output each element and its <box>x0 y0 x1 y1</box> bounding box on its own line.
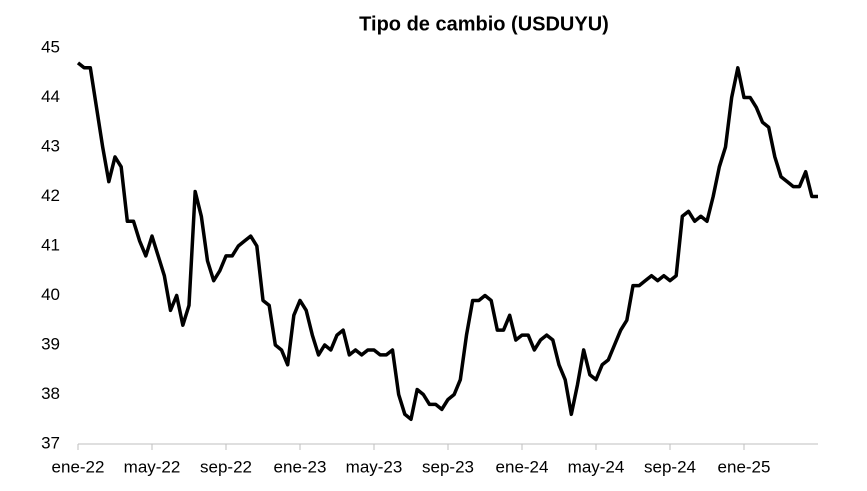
y-tick-label: 37 <box>41 433 60 452</box>
x-tick-label: sep-24 <box>644 457 696 476</box>
x-tick-label: may-23 <box>346 457 403 476</box>
y-tick-label: 38 <box>41 384 60 403</box>
x-tick-label: may-22 <box>124 457 181 476</box>
y-tick-label: 42 <box>41 186 60 205</box>
y-tick-label: 43 <box>41 136 60 155</box>
y-tick-label: 39 <box>41 334 60 353</box>
chart-title: Tipo de cambio (USDUYU) <box>359 13 609 35</box>
y-tick-label: 41 <box>41 235 60 254</box>
x-tick-label: ene-25 <box>718 457 771 476</box>
y-tick-label: 40 <box>41 285 60 304</box>
x-tick-label: ene-22 <box>52 457 105 476</box>
line <box>76 61 818 421</box>
x-tick-label: ene-23 <box>274 457 327 476</box>
x-tick-label: sep-22 <box>200 457 252 476</box>
x-tick-label: may-24 <box>568 457 625 476</box>
y-tick-label: 44 <box>41 87 60 106</box>
y-tick-label: 45 <box>41 37 60 56</box>
x-tick-label: ene-24 <box>496 457 549 476</box>
x-tick-label: sep-23 <box>422 457 474 476</box>
